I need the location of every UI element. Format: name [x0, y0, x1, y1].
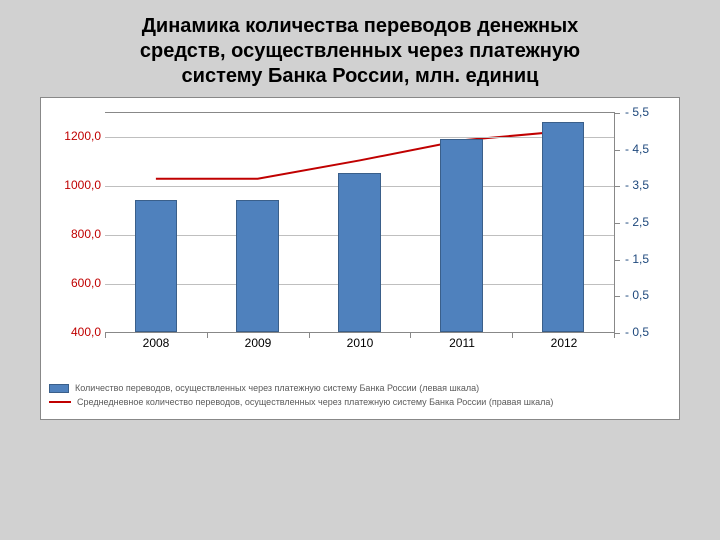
- y-right-axis-labels: - 0,5- 0,5- 1,5- 2,5- 3,5- 4,5- 5,5: [619, 112, 671, 332]
- y-right-label: - 0,5: [619, 288, 671, 302]
- x-label: 2009: [245, 336, 272, 350]
- legend: Количество переводов, осуществленных чер…: [49, 382, 671, 409]
- y-left-label: 400,0: [49, 325, 101, 339]
- legend-label: Количество переводов, осуществленных чер…: [75, 382, 479, 396]
- bar-swatch-icon: [49, 384, 69, 393]
- y-left-label: 1000,0: [49, 178, 101, 192]
- title-line: систему Банка России, млн. единиц: [140, 64, 580, 89]
- legend-label: Среднедневное количество переводов, осущ…: [77, 396, 553, 410]
- bar: [338, 173, 381, 332]
- legend-item-line: Среднедневное количество переводов, осущ…: [49, 396, 671, 410]
- gridline: [105, 137, 614, 138]
- plot-wrap: 400,0 600,0 800,0 1000,0 1200,0 - 0,5 - 0,5 - …: [49, 112, 671, 372]
- y-right-label: - 3,5: [619, 178, 671, 192]
- bar: [236, 200, 279, 332]
- y-right-label: - 5,5: [619, 105, 671, 119]
- y-right-label: - 2,5: [619, 215, 671, 229]
- x-axis-line: [105, 332, 614, 333]
- x-label: 2012: [551, 336, 578, 350]
- chart-panel: 400,0 600,0 800,0 1000,0 1200,0 - 0,5 - 0,5 - …: [40, 97, 680, 420]
- y-right-label: - 4,5: [619, 142, 671, 156]
- y-right-label: - 1,5: [619, 252, 671, 266]
- title-line: Динамика количества переводов денежных: [140, 14, 580, 39]
- line-swatch-icon: [49, 401, 71, 403]
- legend-item-bars: Количество переводов, осуществленных чер…: [49, 382, 671, 396]
- x-axis-labels: 2008 2009 2010 2011 2012: [105, 336, 615, 354]
- y-left-label: 600,0: [49, 276, 101, 290]
- y-left-label: 1200,0: [49, 129, 101, 143]
- bar: [440, 139, 483, 332]
- page-title: Динамика количества переводов денежных с…: [100, 0, 620, 97]
- x-label: 2011: [449, 336, 475, 350]
- y-right-label: - 0,5: [619, 325, 671, 339]
- x-label: 2010: [347, 336, 374, 350]
- x-label: 2008: [143, 336, 170, 350]
- y-left-axis-labels: 400,0600,0800,01000,01200,0: [49, 112, 101, 332]
- y-left-label: 800,0: [49, 227, 101, 241]
- title-line: средств, осуществленных через платежную: [140, 39, 580, 64]
- plot-area: [105, 112, 615, 332]
- bar: [542, 122, 585, 332]
- bar: [135, 200, 178, 332]
